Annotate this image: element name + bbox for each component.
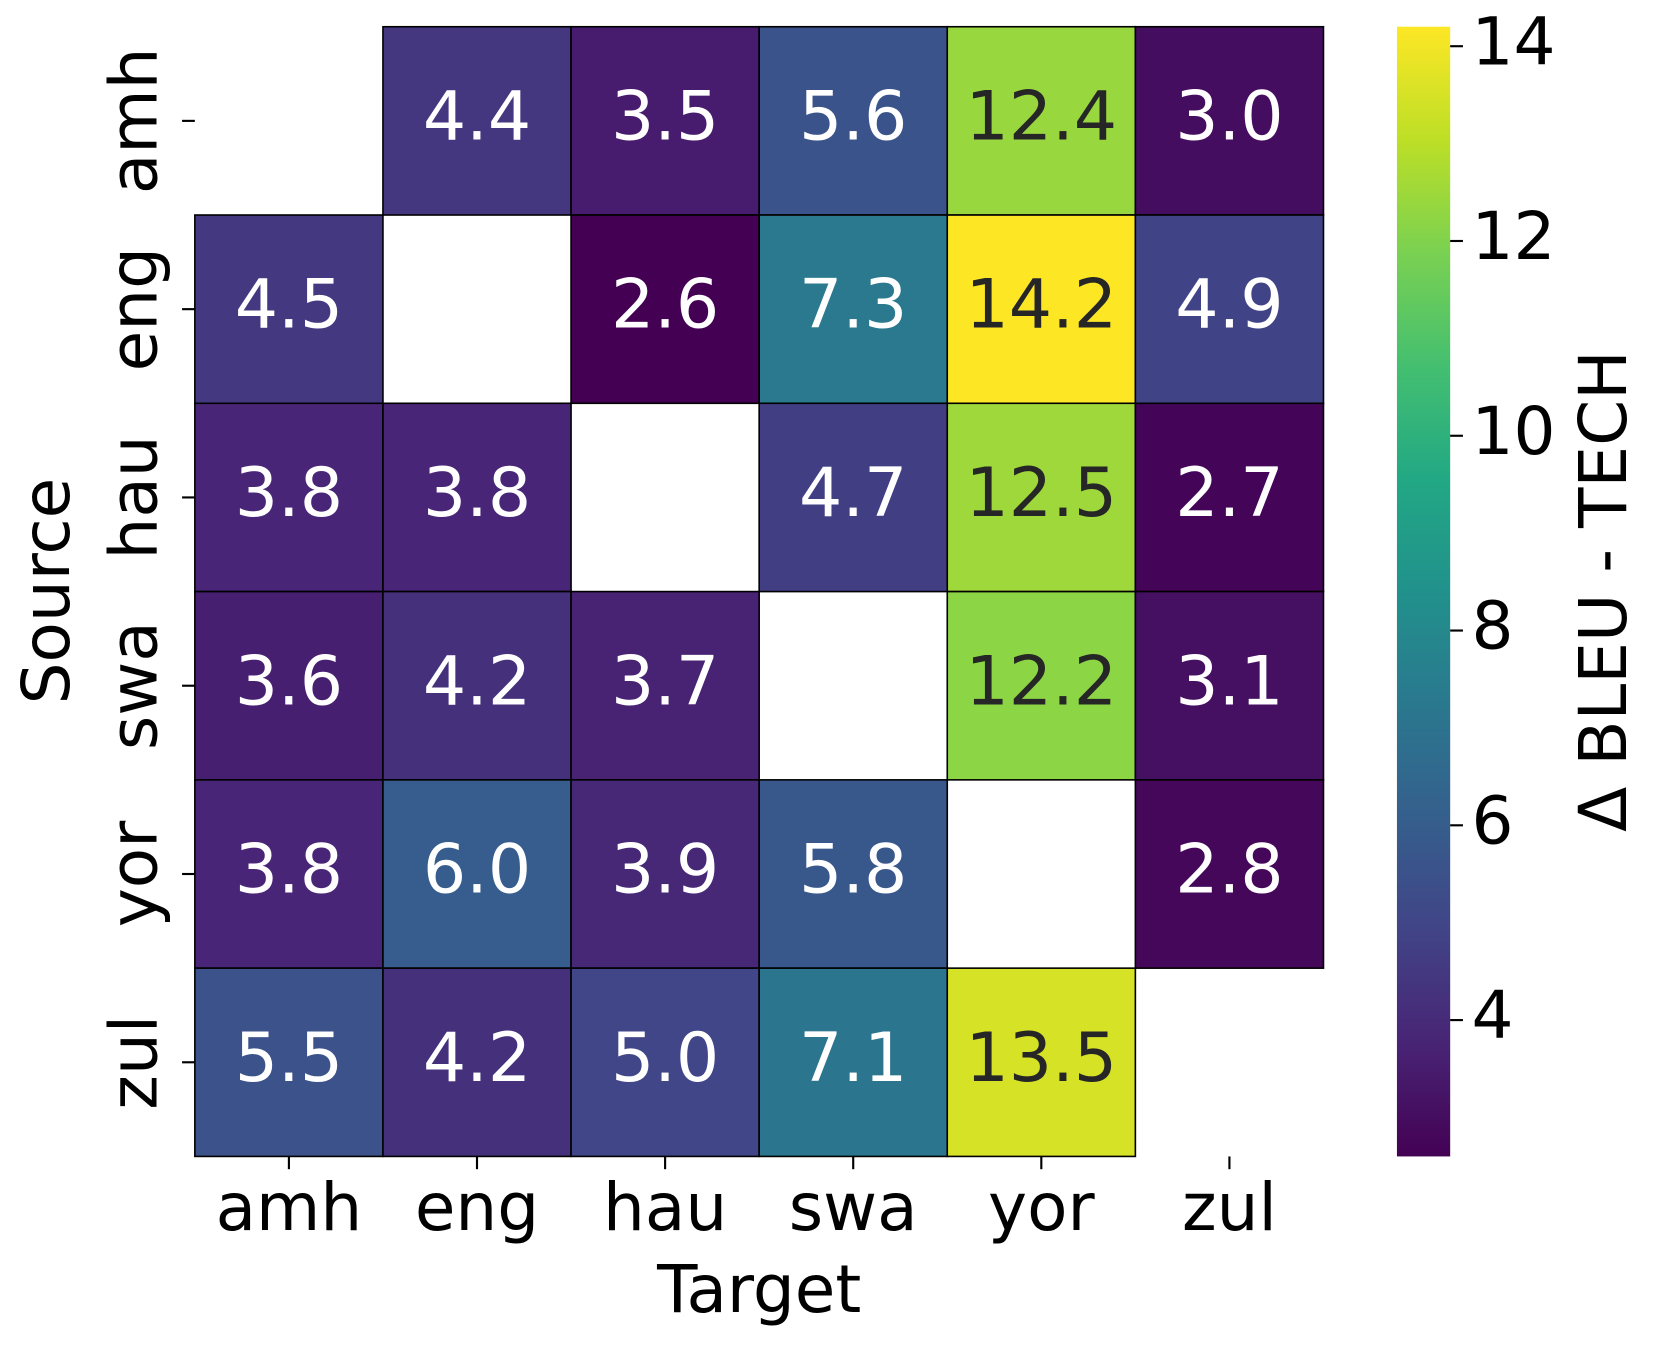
cell-label: 4.2 <box>423 642 531 721</box>
heatmap-cell <box>758 779 949 969</box>
cell-label: 4.7 <box>799 454 907 533</box>
heatmap-cell <box>194 214 384 405</box>
cell-label: 12.2 <box>965 642 1117 721</box>
heatmap-cell <box>570 779 760 969</box>
heatmap-cell <box>382 967 572 1158</box>
colorbar-tick-label: 14 <box>1471 3 1555 80</box>
cell-label: 5.5 <box>235 1019 343 1098</box>
heatmap-cell <box>382 779 572 969</box>
cell-label: 5.6 <box>799 77 907 156</box>
heatmap-cell <box>758 967 949 1158</box>
cell-label: 3.8 <box>423 454 531 533</box>
heatmap-cell <box>570 590 760 781</box>
x-tick-label: hau <box>603 1169 727 1246</box>
cell-label: 4.9 <box>1175 266 1283 345</box>
y-tick-label: hau <box>95 435 172 559</box>
cell-label: 12.5 <box>965 454 1117 533</box>
colorbar-tick-label: 4 <box>1471 977 1513 1054</box>
cell-label: 6.0 <box>423 831 531 910</box>
heatmap-cell <box>570 967 760 1158</box>
x-tick-label: eng <box>415 1169 539 1246</box>
cell-label: 3.1 <box>1175 642 1283 721</box>
cell-label: 7.1 <box>799 1019 907 1098</box>
x-tick-label: swa <box>789 1169 918 1246</box>
cell-label: 3.7 <box>611 642 719 721</box>
heatmap-cell <box>1134 402 1325 593</box>
y-tick-label: yor <box>95 820 172 927</box>
heatmap-cell <box>946 967 1137 1158</box>
colorbar-tick-label: 12 <box>1471 198 1555 275</box>
cell-label: 3.0 <box>1175 77 1283 156</box>
cell-label: 4.4 <box>423 77 531 156</box>
heatmap-cell <box>194 779 384 969</box>
colorbar-tick-label: 6 <box>1471 782 1513 859</box>
y-axis-label: Source <box>8 478 85 705</box>
heatmap-cell <box>946 402 1137 593</box>
cell-label: 13.5 <box>965 1019 1117 1098</box>
heatmap-cell <box>758 25 949 216</box>
colorbar-tick-label: 10 <box>1471 393 1555 470</box>
heatmap-cell <box>382 590 572 781</box>
cell-label: 2.8 <box>1175 831 1283 910</box>
x-tick-label: yor <box>988 1169 1095 1246</box>
x-tick-label: zul <box>1182 1169 1277 1246</box>
cell-label: 2.6 <box>611 266 719 345</box>
cell-label: 4.5 <box>235 266 343 345</box>
cell-label: 3.5 <box>611 77 719 156</box>
cell-label: 5.8 <box>799 831 907 910</box>
heatmap-cell <box>570 25 760 216</box>
heatmap-cell <box>570 214 760 405</box>
y-tick-label: swa <box>95 621 172 750</box>
colorbar <box>1396 26 1451 1157</box>
colorbar-label: Δ BLEU - TECH <box>1565 350 1642 832</box>
cell-label: 4.2 <box>423 1019 531 1098</box>
cell-label: 14.2 <box>965 266 1117 345</box>
cell-label: 3.9 <box>611 831 719 910</box>
heatmap-cell <box>758 214 949 405</box>
y-tick-label: zul <box>95 1015 172 1110</box>
cell-label: 7.3 <box>799 266 907 345</box>
cell-label: 2.7 <box>1175 454 1283 533</box>
heatmap-cell <box>1134 590 1325 781</box>
cell-label: 12.4 <box>965 77 1117 156</box>
x-tick-label: amh <box>216 1169 363 1246</box>
heatmap-cell <box>1134 779 1325 969</box>
y-tick-label: amh <box>95 48 172 195</box>
heatmap-cell <box>758 402 949 593</box>
x-axis-label: Target <box>656 1251 861 1328</box>
heatmap-cell <box>382 25 572 216</box>
colorbar-tick-label: 8 <box>1471 588 1513 665</box>
cell-label: 3.8 <box>235 831 343 910</box>
cell-label: 3.6 <box>235 642 343 721</box>
cell-label: 5.0 <box>611 1019 719 1098</box>
heatmap-cell <box>946 25 1137 216</box>
heatmap-cell <box>382 402 572 593</box>
cell-label: 3.8 <box>235 454 343 533</box>
heatmap-cell <box>1134 214 1325 405</box>
y-tick-label: eng <box>95 247 172 371</box>
heatmap-cell <box>1134 25 1325 216</box>
heatmap-cell <box>946 590 1137 781</box>
